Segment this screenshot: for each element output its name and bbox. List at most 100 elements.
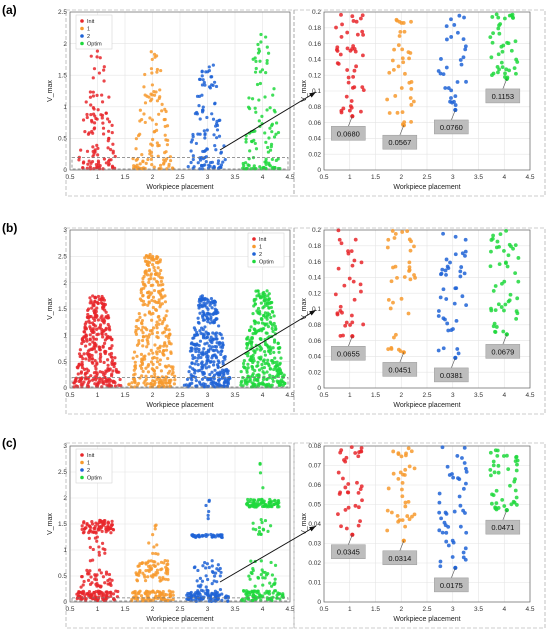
- left-axes-point-s0: [101, 522, 105, 526]
- right-axes-point-s2: [446, 266, 451, 271]
- left-axes-point-s2: [194, 349, 198, 354]
- left-axes-point-s2: [193, 333, 197, 337]
- left-axes-point-s0: [83, 593, 87, 597]
- left-axes-point-s1: [141, 344, 145, 348]
- left-axes-point-s1: [137, 312, 141, 316]
- left-axes-point-s0: [88, 296, 92, 300]
- left-axes-point-s2: [200, 534, 204, 538]
- left-axes-xtick-label: 2.5: [175, 392, 184, 399]
- left-axes-point-s1: [133, 363, 138, 368]
- left-axes-point-s3: [277, 592, 281, 596]
- left-axes-point-s2: [220, 368, 225, 372]
- left-axes-point-s3: [261, 594, 265, 598]
- left-axes-xtick-label: 3: [206, 174, 210, 181]
- left-axes-point-s3: [248, 504, 252, 509]
- left-axes-point-s3: [280, 593, 285, 597]
- left-axes-point-s2: [213, 101, 217, 105]
- right-axes-point-s1: [399, 296, 404, 301]
- right-axes-point-s1: [390, 58, 395, 63]
- left-axes-point-s2: [193, 595, 197, 599]
- left-axes-point-s1: [153, 375, 157, 379]
- left-axes-point-s1: [155, 360, 160, 364]
- left-axes-point-s1: [143, 120, 147, 125]
- right-axes-point-s2: [437, 510, 442, 515]
- left-axes-point-s1: [143, 578, 148, 583]
- left-axes-ytick-label: 3: [63, 227, 67, 234]
- right-axes-ytick-label: 0.14: [308, 57, 321, 64]
- left-axes-point-s3: [269, 584, 274, 588]
- left-axes-point-s0: [104, 332, 108, 336]
- left-axes-point-s1: [150, 291, 154, 295]
- left-axes-point-s0: [89, 314, 93, 319]
- left-axes-point-s0: [96, 159, 101, 163]
- left-axes-point-s1: [173, 378, 177, 382]
- right-axes-point-s1: [407, 56, 411, 61]
- right-axes-point-s3: [515, 462, 519, 467]
- left-axes-point-s0: [96, 294, 101, 299]
- left-axes-point-s2: [196, 589, 200, 593]
- left-axes-point-s2: [199, 163, 204, 168]
- right-axes-point-s1: [385, 97, 390, 102]
- left-axes-point-s2: [207, 498, 211, 502]
- left-axes-point-s0: [107, 368, 111, 372]
- right-axes-point-s3: [497, 244, 501, 249]
- left-axes-point-s1: [159, 268, 163, 273]
- right-axes-point-s2: [436, 314, 441, 318]
- right-axes-point-s3: [515, 311, 520, 316]
- right-axes-xtick-label: 4.5: [525, 174, 534, 181]
- left-axes-point-s0: [100, 593, 104, 598]
- right-axes-point-s3: [514, 454, 519, 459]
- left-axes-point-s0: [99, 571, 103, 575]
- right-axes-point-s3: [502, 16, 507, 21]
- callout-leader: [451, 567, 456, 578]
- left-axes-point-s1: [150, 93, 154, 97]
- left-axes-legend-marker: [80, 460, 84, 465]
- left-axes-point-s0: [94, 162, 98, 167]
- left-axes-point-s1: [160, 322, 164, 326]
- right-axes-point-s3: [514, 57, 519, 62]
- right-axes-point-s2: [464, 530, 469, 535]
- left-axes-legend-marker: [252, 252, 256, 256]
- right-axes-point-s2: [464, 79, 468, 84]
- left-axes-point-s2: [203, 375, 207, 380]
- left-axes-point-s2: [219, 570, 223, 575]
- left-axes-point-s2: [211, 312, 216, 316]
- left-axes-point-s3: [263, 591, 267, 595]
- left-axes-point-s0: [102, 79, 106, 83]
- left-axes-point-s0: [87, 355, 91, 359]
- left-axes-point-s2: [210, 75, 214, 79]
- left-dashed-frame: [65, 442, 295, 629]
- left-axes-point-s2: [202, 312, 206, 317]
- right-axes-point-s2: [444, 530, 449, 535]
- left-axes-point-s3: [270, 130, 274, 134]
- left-axes-legend-label: Init: [87, 453, 95, 459]
- left-axes-point-s0: [87, 589, 92, 594]
- left-axes-point-s2: [200, 377, 205, 381]
- left-axes-legend-label: 2: [87, 34, 90, 40]
- callout-box: [485, 519, 521, 535]
- left-axes-point-s3: [265, 58, 269, 63]
- right-axes-point-s2: [461, 55, 466, 60]
- left-axes-point-s3: [261, 359, 266, 363]
- right-axes-point-s1: [407, 464, 412, 469]
- left-axes-point-s3: [250, 336, 254, 340]
- left-axes-point-s3: [256, 306, 261, 311]
- left-axes-point-s3: [258, 165, 262, 169]
- left-axes-point-s0: [115, 595, 120, 599]
- left-axes-point-s1: [148, 116, 152, 120]
- right-axes-point-s3: [493, 308, 498, 312]
- right-axes-ytick-label: 0.2: [312, 227, 321, 234]
- left-axes-point-s1: [158, 289, 163, 293]
- left-axes-point-s2: [218, 587, 223, 592]
- right-axes-point-s0: [336, 266, 341, 271]
- right-axes-point-s1: [409, 119, 413, 124]
- left-axes-point-s1: [158, 88, 162, 92]
- right-axes-point-s3: [509, 244, 513, 249]
- right-axes-point-s2: [463, 237, 468, 242]
- left-axes-point-s0: [104, 525, 108, 530]
- left-axes-point-s3: [268, 581, 272, 585]
- left-axes-point-s1: [162, 353, 166, 357]
- callout-label: 0.0680: [337, 129, 360, 138]
- left-axes-point-s0: [96, 522, 100, 526]
